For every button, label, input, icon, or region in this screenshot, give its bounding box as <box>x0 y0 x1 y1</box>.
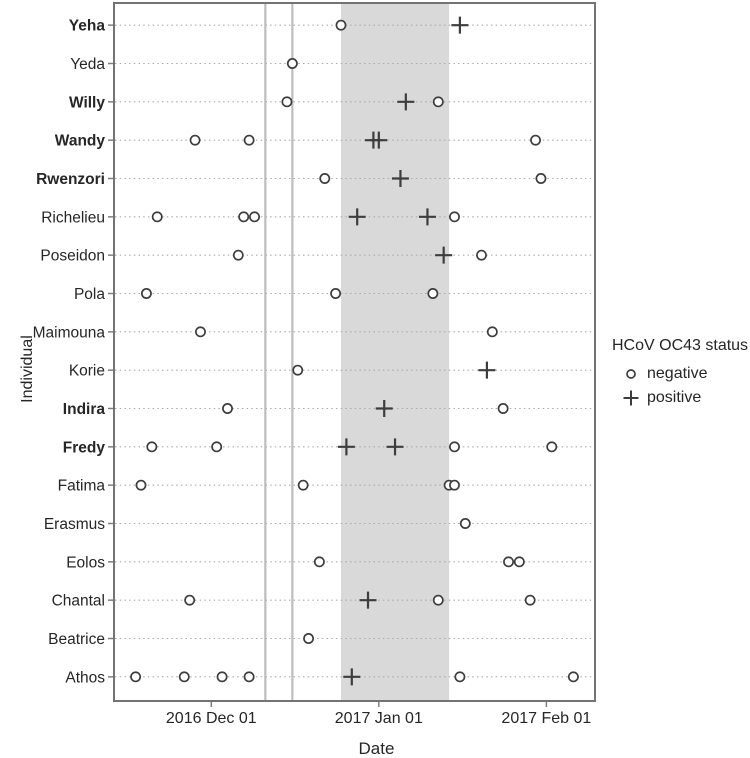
positive-sample-marker <box>370 131 388 149</box>
negative-sample-marker <box>432 96 444 108</box>
negative-sample-marker <box>449 211 460 223</box>
negative-sample-marker <box>567 671 579 683</box>
negative-sample-marker <box>459 518 471 529</box>
negative-sample-marker <box>449 479 460 491</box>
positive-sample-marker <box>375 400 393 417</box>
positive-sample-marker <box>343 668 361 686</box>
y-axis-tick-label: Poseidon <box>40 248 105 265</box>
positive-sample-marker <box>418 208 436 226</box>
negative-sample-marker <box>140 288 152 299</box>
y-axis-tick-label: Beatrice <box>48 631 105 648</box>
positive-sample-marker <box>386 438 404 456</box>
y-axis-tick-label: Yeha <box>69 18 106 35</box>
negative-sample-marker <box>427 288 439 299</box>
positive-plus-icon <box>623 390 639 406</box>
y-axis-tick-label: Willy <box>69 94 105 111</box>
negative-sample-marker <box>486 326 498 338</box>
negative-sample-marker <box>189 134 201 146</box>
negative-sample-marker <box>281 96 293 108</box>
negative-sample-marker <box>243 134 255 146</box>
positive-sample-marker <box>451 16 469 34</box>
y-axis-tick-label: Pola <box>74 286 105 303</box>
legend: HCoV OC43 status negative positive <box>606 337 750 410</box>
negative-sample-marker <box>454 671 466 683</box>
y-axis-tick-label: Fatima <box>58 478 106 495</box>
y-axis-tick-label: Maimouna <box>33 324 106 341</box>
y-axis-tick-label: Rwenzori <box>36 171 105 188</box>
negative-sample-marker <box>497 403 509 414</box>
negative-sample-marker <box>222 403 233 414</box>
negative-sample-marker <box>211 441 223 453</box>
negative-sample-marker <box>292 364 304 376</box>
positive-sample-marker <box>359 591 377 609</box>
negative-sample-marker <box>524 594 536 606</box>
negative-sample-marker <box>535 173 547 184</box>
negative-sample-marker <box>330 288 342 299</box>
positive-sample-marker <box>397 93 415 111</box>
negative-sample-marker <box>335 19 347 31</box>
negative-sample-marker <box>151 211 163 223</box>
y-axis-tick-label: Athos <box>65 669 105 686</box>
negative-sample-marker <box>146 441 158 453</box>
positive-sample-marker <box>337 438 355 456</box>
negative-circle-icon <box>626 369 636 379</box>
negative-sample-marker <box>449 441 460 453</box>
negative-sample-marker <box>135 479 147 491</box>
negative-sample-marker <box>249 211 260 223</box>
negative-sample-marker <box>313 556 325 568</box>
y-axis-tick-label: Yeda <box>70 56 105 73</box>
negative-sample-marker <box>216 671 228 683</box>
negative-sample-marker <box>546 441 558 453</box>
y-axis-tick-label: Erasmus <box>44 516 105 533</box>
negative-sample-marker <box>243 671 255 683</box>
panel-border <box>113 2 596 702</box>
negative-sample-marker <box>297 479 309 491</box>
y-axis-tick-label: Indira <box>63 401 106 418</box>
y-axis-tick-label: Eolos <box>66 554 105 571</box>
negative-sample-marker <box>503 556 514 568</box>
y-axis-title: Individual <box>19 335 36 403</box>
negative-sample-marker <box>238 211 250 223</box>
legend-item-negative: negative <box>606 362 750 386</box>
negative-sample-marker <box>432 594 444 606</box>
negative-sample-marker <box>476 249 487 261</box>
y-axis-tick-label: Chantal <box>52 593 105 610</box>
y-axis-tick-label: Korie <box>69 363 105 380</box>
negative-sample-marker <box>130 671 142 683</box>
negative-sample-marker <box>178 671 190 683</box>
legend-title: HCoV OC43 status <box>612 337 749 354</box>
negative-sample-marker <box>286 58 298 69</box>
positive-sample-marker <box>391 170 409 187</box>
negative-sample-marker <box>195 326 206 338</box>
shaded-period-band <box>340 4 450 700</box>
y-axis-tick-label: Wandy <box>55 133 106 150</box>
x-axis-tick-label: 2017 Jan 01 <box>335 710 423 727</box>
negative-sample-marker <box>232 249 244 261</box>
legend-item-label: negative <box>647 365 708 382</box>
negative-sample-marker <box>513 556 525 568</box>
positive-sample-marker <box>435 246 453 264</box>
negative-sample-marker <box>530 134 542 146</box>
x-axis-title: Date <box>358 739 395 758</box>
negative-sample-marker <box>303 633 315 644</box>
x-axis-tick-label: 2016 Dec 01 <box>166 710 257 727</box>
negative-sample-marker <box>184 594 196 606</box>
legend-item-label: positive <box>647 389 702 406</box>
x-axis-tick-label: 2017 Feb 01 <box>501 710 591 727</box>
negative-sample-marker <box>319 173 331 184</box>
positive-sample-marker <box>478 361 496 379</box>
y-axis-tick-label: Fredy <box>63 439 106 456</box>
y-axis-tick-label: Richelieu <box>41 209 105 226</box>
legend-item-positive: positive <box>606 386 750 410</box>
positive-sample-marker <box>348 208 366 226</box>
